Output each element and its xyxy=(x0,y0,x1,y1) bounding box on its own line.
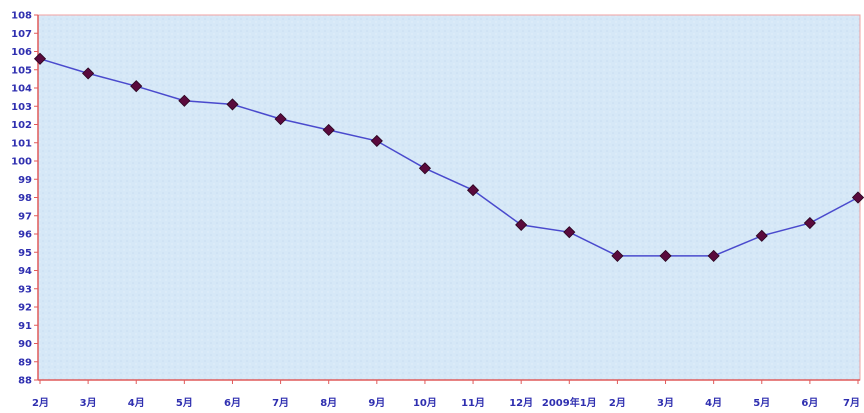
data-point-marker xyxy=(466,184,480,197)
data-point-marker xyxy=(226,98,239,111)
data-point-marker xyxy=(803,216,816,230)
x-tick-label: 4月 xyxy=(128,397,145,409)
y-tick-label: 108 xyxy=(11,11,32,22)
data-point-marker xyxy=(33,52,47,65)
x-tick-label: 12月 xyxy=(509,397,533,409)
y-tick-label: 102 xyxy=(11,120,32,131)
x-tick-label: 5月 xyxy=(176,397,193,409)
y-tick-label: 103 xyxy=(11,102,32,113)
y-tick-label: 91 xyxy=(18,321,32,332)
y-axis-ticks: 88 89 90 91 92 93 94 95 96 97 98 99 100 101 102 103 104 1… xyxy=(11,11,38,387)
x-tick-label: 2月 xyxy=(32,397,49,409)
y-tick-label: 106 xyxy=(11,47,32,58)
data-point-marker xyxy=(322,123,335,137)
data-point-marker xyxy=(515,218,528,231)
y-tick-label: 88 xyxy=(18,376,32,387)
data-point-marker xyxy=(178,94,191,107)
y-tick-label: 107 xyxy=(11,29,32,40)
data-point-marker xyxy=(370,134,383,147)
x-tick-label: 2月 xyxy=(609,397,626,409)
y-tick-label: 99 xyxy=(18,175,32,186)
y-tick-label: 95 xyxy=(18,248,32,259)
x-tick-label: 2009年1月 xyxy=(542,396,597,409)
data-point-marker xyxy=(611,249,624,262)
x-tick-label: 3月 xyxy=(657,397,674,409)
y-tick-label: 98 xyxy=(18,193,32,204)
x-axis-ticks: 2月 3月 4月 5月 6月 7月 8月 9月 10月 11月 12月 2009年1月 2月 3月 4月 5月… xyxy=(32,380,860,409)
data-point-marker xyxy=(82,67,95,80)
y-tick-label: 104 xyxy=(11,84,32,95)
x-tick-label: 5月 xyxy=(753,397,770,409)
x-tick-label: 8月 xyxy=(320,397,337,409)
y-tick-label: 89 xyxy=(18,357,32,368)
x-tick-label: 4月 xyxy=(705,397,722,409)
x-tick-label: 3月 xyxy=(80,397,97,409)
y-tick-label: 94 xyxy=(18,266,32,277)
data-point-marker xyxy=(274,112,287,126)
x-tick-label: 6月 xyxy=(224,397,241,409)
x-tick-label: 11月 xyxy=(461,397,485,409)
data-point-marker xyxy=(659,249,672,262)
x-tick-label: 6月 xyxy=(801,397,818,409)
data-point-marker xyxy=(418,162,432,175)
data-point-marker xyxy=(851,191,864,204)
series-line xyxy=(39,58,859,257)
x-tick-label: 7月 xyxy=(843,397,860,409)
plot-area xyxy=(37,14,861,381)
x-tick-label: 10月 xyxy=(413,397,437,409)
series-layer xyxy=(33,52,864,262)
y-tick-label: 96 xyxy=(18,230,32,241)
y-tick-label: 105 xyxy=(11,65,32,76)
y-tick-label: 97 xyxy=(18,211,32,222)
x-tick-label: 7月 xyxy=(272,397,289,409)
y-tick-label: 93 xyxy=(18,284,32,295)
y-tick-label: 92 xyxy=(18,303,32,314)
data-point-marker xyxy=(755,229,768,242)
data-point-marker xyxy=(707,249,720,262)
data-point-marker xyxy=(563,226,576,239)
y-tick-label: 100 xyxy=(11,157,32,168)
y-tick-label: 90 xyxy=(18,339,32,350)
data-point-marker xyxy=(130,80,143,93)
x-tick-label: 9月 xyxy=(368,397,385,409)
y-tick-label: 101 xyxy=(11,138,32,149)
